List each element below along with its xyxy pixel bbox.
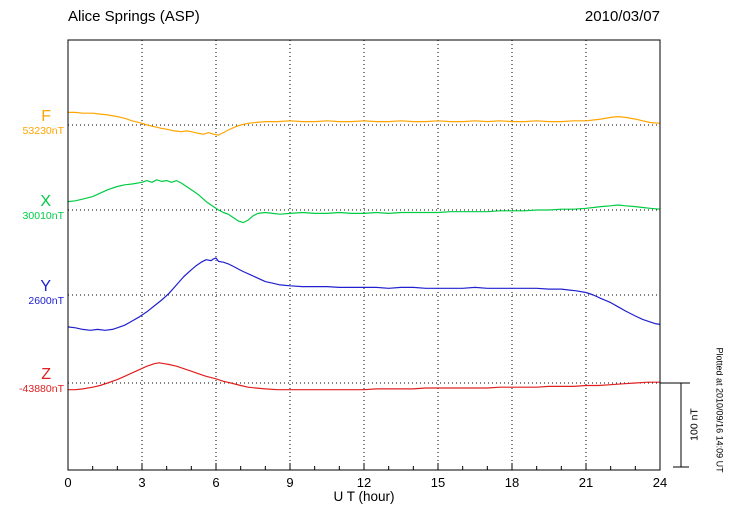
x-tick-label: 3 — [138, 475, 145, 490]
x-tick-label: 12 — [357, 475, 371, 490]
series-baseline-Y: 2600nT — [28, 295, 64, 307]
series-baseline-X: 30010nT — [22, 210, 64, 222]
trace-Y — [67, 257, 661, 331]
x-tick-label: 0 — [64, 475, 71, 490]
series-label-F: F 53230nT — [2, 108, 64, 138]
trace-X — [67, 179, 661, 224]
series-label-X: X 30010nT — [2, 193, 64, 223]
trace-F — [68, 111, 661, 136]
series-label-Y: Y 2600nT — [2, 278, 64, 308]
station-title: Alice Springs (ASP) — [68, 8, 200, 25]
series-name-Z: Z — [41, 366, 51, 383]
x-tick-label: 18 — [505, 475, 519, 490]
trace-Z — [68, 362, 660, 391]
series-baseline-F: 53230nT — [22, 125, 64, 137]
plot-date: 2010/03/07 — [584, 8, 660, 25]
series-name-X: X — [40, 193, 51, 210]
x-tick-label: 9 — [286, 475, 293, 490]
series-baseline-Z: -43880nT — [19, 383, 64, 395]
x-tick-label: 24 — [653, 475, 667, 490]
series-name-Y: Y — [40, 278, 51, 295]
series-label-Z: Z -43880nT — [2, 366, 64, 396]
x-axis-label: U T (hour) — [333, 489, 395, 504]
scale-bar-label: 100 nT — [688, 408, 701, 441]
x-tick-label: 15 — [431, 475, 445, 490]
x-tick-label: 21 — [579, 475, 593, 490]
series-name-F: F — [41, 108, 51, 125]
plotted-at-note: Plotted at 2010/09/16 14:09 UT — [714, 347, 725, 473]
x-tick-label: 6 — [212, 475, 219, 490]
